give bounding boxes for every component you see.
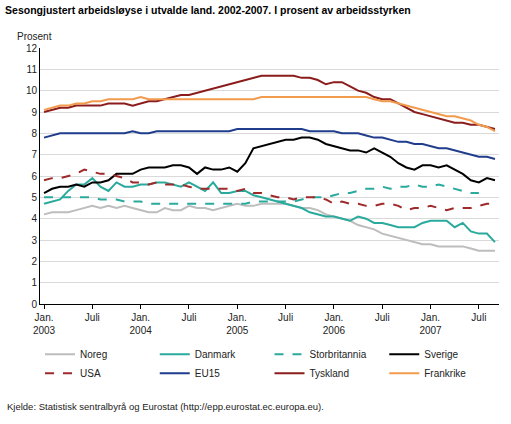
svg-text:4: 4	[31, 213, 37, 224]
svg-text:Prosent: Prosent	[17, 31, 52, 42]
svg-text:Sverige: Sverige	[424, 349, 458, 360]
svg-text:0: 0	[31, 299, 37, 310]
svg-text:Tyskland: Tyskland	[310, 368, 349, 379]
svg-text:6: 6	[31, 171, 37, 182]
svg-text:EU15: EU15	[195, 368, 220, 379]
svg-text:Frankrike: Frankrike	[424, 368, 466, 379]
svg-text:Jan.2003: Jan.2003	[33, 312, 56, 336]
svg-text:Jan.2005: Jan.2005	[226, 312, 249, 336]
svg-text:Danmark: Danmark	[195, 349, 237, 360]
svg-text:Juli: Juli	[278, 312, 293, 323]
svg-text:5: 5	[31, 192, 37, 203]
svg-text:Juli: Juli	[375, 312, 390, 323]
svg-text:Sesongjustert arbeidsløyse i u: Sesongjustert arbeidsløyse i utvalde lan…	[5, 4, 411, 16]
svg-text:Noreg: Noreg	[80, 349, 107, 360]
svg-text:1: 1	[31, 277, 37, 288]
svg-text:7: 7	[31, 149, 37, 160]
svg-text:11: 11	[27, 64, 38, 75]
svg-text:Juli: Juli	[181, 312, 196, 323]
svg-text:Jan.2004: Jan.2004	[130, 312, 153, 336]
svg-text:3: 3	[31, 235, 37, 246]
svg-text:2: 2	[31, 256, 37, 267]
svg-text:8: 8	[31, 128, 37, 139]
svg-text:12: 12	[26, 43, 38, 54]
svg-text:Storbritannia: Storbritannia	[310, 349, 367, 360]
svg-text:Kjelde: Statistisk sentralbyrå: Kjelde: Statistisk sentralbyrå og Eurost…	[7, 401, 324, 412]
svg-text:USA: USA	[80, 368, 101, 379]
svg-text:Juli: Juli	[85, 312, 100, 323]
svg-text:Juli: Juli	[471, 312, 486, 323]
svg-text:9: 9	[31, 107, 37, 118]
svg-text:Jan.2007: Jan.2007	[419, 312, 442, 336]
svg-text:10: 10	[26, 85, 38, 96]
svg-text:Jan.2006: Jan.2006	[323, 312, 346, 336]
